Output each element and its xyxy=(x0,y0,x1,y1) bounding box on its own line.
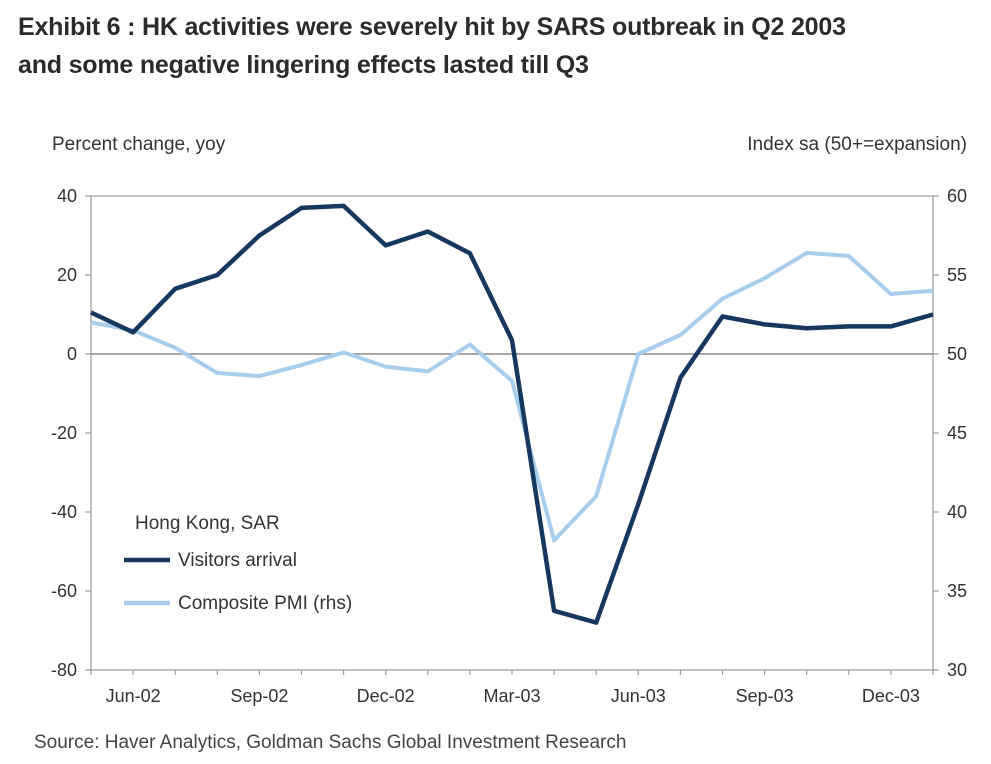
x-tick-label: Dec-02 xyxy=(357,686,415,706)
series-lines xyxy=(90,203,934,625)
legend-label-visitors-arrival: Visitors arrival xyxy=(178,550,297,571)
left-tick-label: 20 xyxy=(57,265,77,285)
x-tick-label: Dec-03 xyxy=(862,686,920,706)
chart-title-line-2: and some negative lingering effects last… xyxy=(18,51,589,79)
left-tick-label: -40 xyxy=(51,502,77,522)
right-tick-label: 55 xyxy=(947,265,967,285)
left-tick-label: -80 xyxy=(51,660,77,680)
left-tick-label: 0 xyxy=(67,344,77,364)
x-tick-label: Sep-03 xyxy=(736,686,794,706)
right-tick-label: 60 xyxy=(947,186,967,206)
right-tick-label: 50 xyxy=(947,344,967,364)
right-tick-label: 40 xyxy=(947,502,967,522)
x-tick-label: Jun-02 xyxy=(106,686,161,706)
legend-title: Hong Kong, SAR xyxy=(135,513,280,534)
left-axis-title: Percent change, yoy xyxy=(52,134,226,155)
x-tick-label: Sep-02 xyxy=(230,686,288,706)
series-line-visitors-arrival xyxy=(90,203,934,625)
x-tick-label: Jun-03 xyxy=(611,686,666,706)
left-tick-label: -60 xyxy=(51,581,77,601)
source-note: Source: Haver Analytics, Goldman Sachs G… xyxy=(34,732,627,753)
left-tick-label: -20 xyxy=(51,423,77,443)
x-tick-label: Mar-03 xyxy=(483,686,540,706)
right-tick-label: 45 xyxy=(947,423,967,443)
left-y-ticks: 40 20 0 -20 -40 -60 -80 xyxy=(51,186,91,680)
legend: Hong Kong, SAR Visitors arrival Composite … xyxy=(124,513,352,614)
chart-title: Exhibit 6 : HK activities were severely … xyxy=(18,8,978,84)
chart-title-line-1: Exhibit 6 : HK activities were severely … xyxy=(18,13,846,41)
right-axis-title: Index sa (50+=expansion) xyxy=(747,134,967,155)
right-y-ticks: 60 55 50 45 40 35 30 xyxy=(933,186,967,680)
right-tick-label: 35 xyxy=(947,581,967,601)
series-line-composite-pmi xyxy=(90,250,934,543)
x-ticks: Jun-02 Sep-02 Dec-02 Mar-03 Jun-03 Sep-03 Dec-… xyxy=(90,670,934,706)
right-tick-label: 30 xyxy=(947,660,967,680)
left-tick-label: 40 xyxy=(57,186,77,206)
legend-label-composite-pmi: Composite PMI (rhs) xyxy=(178,593,352,614)
